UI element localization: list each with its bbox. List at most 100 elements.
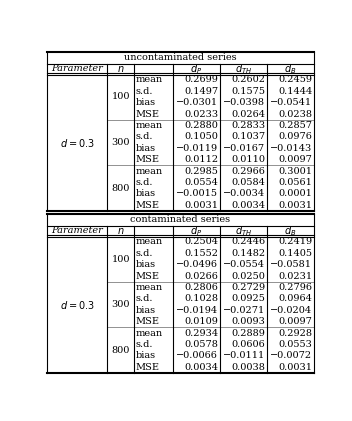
Text: −0.0119: −0.0119: [176, 144, 218, 153]
Text: $d = 0.3$: $d = 0.3$: [60, 136, 95, 149]
Text: mean: mean: [136, 75, 163, 84]
Text: 0.2419: 0.2419: [278, 237, 313, 246]
Text: 800: 800: [112, 346, 130, 355]
Text: −0.0496: −0.0496: [176, 260, 218, 269]
Text: s.d.: s.d.: [136, 340, 153, 349]
Text: 0.2602: 0.2602: [231, 75, 265, 84]
Text: $d_P$: $d_P$: [190, 224, 202, 238]
Text: 0.1575: 0.1575: [231, 87, 265, 96]
Text: MSE: MSE: [136, 109, 159, 119]
Text: mean: mean: [136, 283, 163, 292]
Text: 300: 300: [112, 300, 130, 309]
Text: 0.2699: 0.2699: [184, 75, 218, 84]
Text: 0.0976: 0.0976: [278, 132, 313, 141]
Text: 0.2857: 0.2857: [278, 121, 313, 130]
Text: uncontaminated series: uncontaminated series: [124, 53, 237, 62]
Text: mean: mean: [136, 121, 163, 130]
Text: 0.0554: 0.0554: [184, 178, 218, 187]
Text: −0.0271: −0.0271: [223, 306, 265, 315]
Text: 0.1444: 0.1444: [278, 87, 313, 96]
Text: 0.0031: 0.0031: [278, 201, 313, 210]
Text: MSE: MSE: [136, 317, 159, 326]
Text: 0.0264: 0.0264: [231, 109, 265, 119]
Text: −0.0194: −0.0194: [176, 306, 218, 315]
Text: −0.0072: −0.0072: [270, 352, 313, 360]
Text: −0.0111: −0.0111: [223, 352, 265, 360]
Text: −0.0581: −0.0581: [270, 260, 313, 269]
Text: 0.2985: 0.2985: [184, 167, 218, 176]
Text: −0.0143: −0.0143: [270, 144, 313, 153]
Text: mean: mean: [136, 237, 163, 246]
Text: MSE: MSE: [136, 201, 159, 210]
Text: MSE: MSE: [136, 155, 159, 164]
Text: 0.0606: 0.0606: [232, 340, 265, 349]
Text: 0.0110: 0.0110: [231, 155, 265, 164]
Text: −0.0301: −0.0301: [176, 98, 218, 107]
Text: 0.1037: 0.1037: [231, 132, 265, 141]
Text: 0.0097: 0.0097: [278, 155, 313, 164]
Text: bias: bias: [136, 352, 156, 360]
Text: 0.2729: 0.2729: [231, 283, 265, 292]
Text: 0.0109: 0.0109: [184, 317, 218, 326]
Text: bias: bias: [136, 260, 156, 269]
Text: 0.0238: 0.0238: [278, 109, 313, 119]
Text: $d_{TH}$: $d_{TH}$: [235, 224, 252, 238]
Text: −0.0554: −0.0554: [223, 260, 265, 269]
Text: 0.0001: 0.0001: [278, 189, 313, 198]
Text: −0.0015: −0.0015: [176, 189, 218, 198]
Text: 100: 100: [112, 93, 130, 101]
Text: $d_B$: $d_B$: [284, 62, 297, 76]
Text: 0.0031: 0.0031: [184, 201, 218, 210]
Text: 0.0231: 0.0231: [278, 272, 313, 281]
Text: $d_B$: $d_B$: [284, 224, 297, 238]
Text: $n$: $n$: [117, 64, 125, 74]
Text: 0.0964: 0.0964: [278, 294, 313, 304]
Text: 100: 100: [112, 255, 130, 264]
Text: 0.2966: 0.2966: [231, 167, 265, 176]
Text: 0.2889: 0.2889: [231, 329, 265, 338]
Text: 0.0097: 0.0097: [278, 317, 313, 326]
Text: 0.2928: 0.2928: [278, 329, 313, 338]
Text: 0.1482: 0.1482: [231, 249, 265, 258]
Text: MSE: MSE: [136, 272, 159, 281]
Text: 0.2446: 0.2446: [231, 237, 265, 246]
Text: 0.0578: 0.0578: [184, 340, 218, 349]
Text: 0.1552: 0.1552: [184, 249, 218, 258]
Text: bias: bias: [136, 189, 156, 198]
Text: 800: 800: [112, 184, 130, 193]
Text: 0.0233: 0.0233: [184, 109, 218, 119]
Text: $d_{TH}$: $d_{TH}$: [235, 62, 252, 76]
Text: 0.0266: 0.0266: [184, 272, 218, 281]
Text: 0.0250: 0.0250: [231, 272, 265, 281]
Text: 0.1028: 0.1028: [184, 294, 218, 304]
Text: 0.1050: 0.1050: [184, 132, 218, 141]
Text: 0.2880: 0.2880: [184, 121, 218, 130]
Text: 0.0034: 0.0034: [184, 363, 218, 372]
Text: 0.2934: 0.2934: [184, 329, 218, 338]
Text: −0.0398: −0.0398: [223, 98, 265, 107]
Text: mean: mean: [136, 329, 163, 338]
Text: 0.0093: 0.0093: [231, 317, 265, 326]
Text: 0.0925: 0.0925: [231, 294, 265, 304]
Text: $d_P$: $d_P$: [190, 62, 202, 76]
Text: s.d.: s.d.: [136, 87, 153, 96]
Text: $d = 0.3$: $d = 0.3$: [60, 298, 95, 311]
Text: 0.1497: 0.1497: [184, 87, 218, 96]
Text: bias: bias: [136, 306, 156, 315]
Text: 0.0038: 0.0038: [231, 363, 265, 372]
Text: 0.1405: 0.1405: [278, 249, 313, 258]
Text: 0.2504: 0.2504: [184, 237, 218, 246]
Text: −0.0167: −0.0167: [223, 144, 265, 153]
Text: 0.0553: 0.0553: [278, 340, 313, 349]
Text: mean: mean: [136, 167, 163, 176]
Text: s.d.: s.d.: [136, 132, 153, 141]
Text: −0.0066: −0.0066: [176, 352, 218, 360]
Text: bias: bias: [136, 98, 156, 107]
Text: bias: bias: [136, 144, 156, 153]
Text: −0.0034: −0.0034: [223, 189, 265, 198]
Text: 0.2796: 0.2796: [278, 283, 313, 292]
Text: Parameter: Parameter: [51, 64, 103, 73]
Text: 0.3001: 0.3001: [278, 167, 313, 176]
Text: s.d.: s.d.: [136, 249, 153, 258]
Text: 0.0561: 0.0561: [278, 178, 313, 187]
